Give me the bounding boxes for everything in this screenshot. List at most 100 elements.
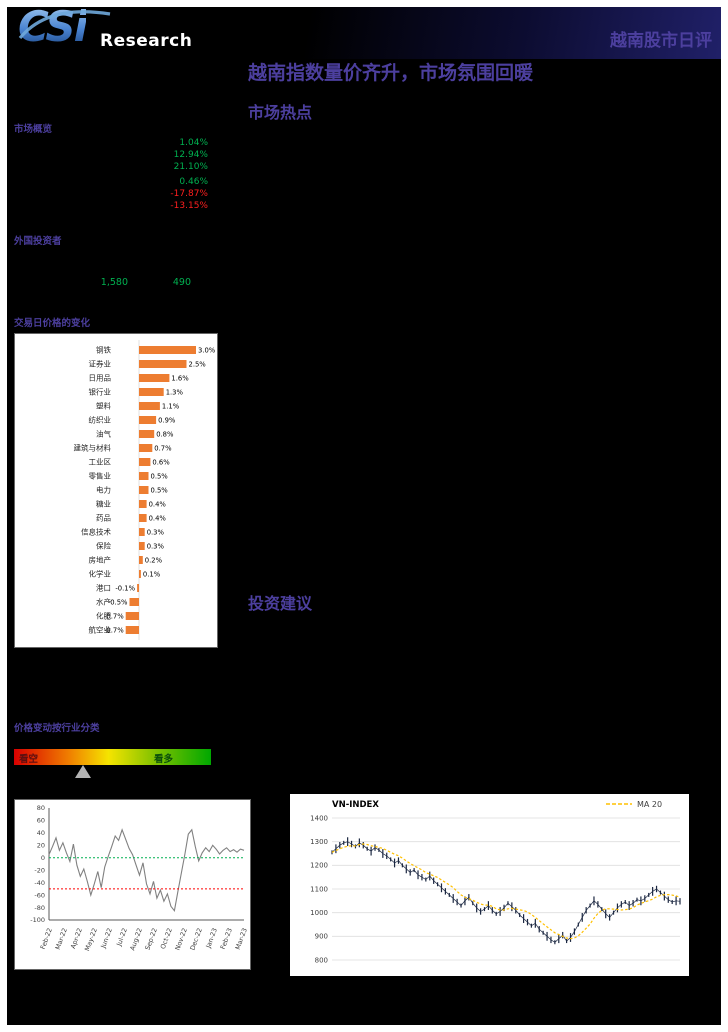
overview-value: 21.10% bbox=[173, 162, 208, 172]
svg-text:Mar-23: Mar-23 bbox=[234, 927, 249, 951]
svg-text:钢铁: 钢铁 bbox=[96, 345, 111, 355]
oscillator-chart: 80 60 40 20 0 -20 -40 -60 -80 -100 Feb-22 Mar-22 Apr… bbox=[30, 804, 249, 952]
svg-text:0.8%: 0.8% bbox=[156, 430, 174, 438]
sentiment-gauge: 看空 看多 bbox=[14, 749, 211, 765]
svg-text:Jul-22: Jul-22 bbox=[115, 927, 129, 948]
trading-day-price-label: 交易日价格的变化 bbox=[14, 318, 91, 329]
svg-text:0.6%: 0.6% bbox=[152, 458, 170, 466]
vn-index-chart: 1400 1300 1200 1100 1000 900 800 VN-INDEX MA 20 bbox=[310, 800, 681, 964]
svg-text:油气: 油气 bbox=[96, 429, 111, 439]
svg-text:0.9%: 0.9% bbox=[158, 416, 176, 424]
headline: 越南指数量价齐升，市场氛围回暖 bbox=[248, 62, 534, 84]
svg-text:银行业: 银行业 bbox=[89, 387, 112, 397]
svg-text:60: 60 bbox=[37, 817, 45, 825]
svg-text:1.3%: 1.3% bbox=[166, 388, 184, 396]
svg-text:20: 20 bbox=[37, 842, 45, 850]
svg-text:Jun-22: Jun-22 bbox=[99, 927, 114, 950]
svg-text:0.3%: 0.3% bbox=[147, 542, 165, 550]
svg-text:-60: -60 bbox=[34, 891, 45, 899]
market-overview-label: 市场概览 bbox=[14, 124, 53, 135]
svg-text:Aug-22: Aug-22 bbox=[128, 927, 143, 952]
svg-text:0.5%: 0.5% bbox=[151, 472, 169, 480]
gauge-bullish-label: 看多 bbox=[154, 754, 174, 765]
gauge-bearish-label: 看空 bbox=[19, 754, 39, 765]
svg-text:1.6%: 1.6% bbox=[171, 374, 189, 382]
svg-text:Dec-22: Dec-22 bbox=[188, 927, 203, 952]
svg-text:工业区: 工业区 bbox=[89, 457, 112, 467]
svg-text:0.5%: 0.5% bbox=[151, 486, 169, 494]
svg-text:0.4%: 0.4% bbox=[149, 500, 167, 508]
svg-text:证券业: 证券业 bbox=[89, 359, 112, 369]
foreign-sell-value: 490 bbox=[172, 277, 191, 288]
svg-text:-0.5%: -0.5% bbox=[108, 598, 128, 606]
overview-value: 1.04% bbox=[179, 138, 208, 148]
svg-text:900: 900 bbox=[315, 933, 328, 941]
svg-text:-0.7%: -0.7% bbox=[104, 612, 124, 620]
svg-text:Sep-22: Sep-22 bbox=[144, 927, 159, 951]
svg-text:3.0%: 3.0% bbox=[198, 346, 216, 354]
svg-text:电力: 电力 bbox=[96, 485, 111, 495]
svg-text:Nov-22: Nov-22 bbox=[173, 927, 188, 951]
svg-text:化学业: 化学业 bbox=[89, 569, 112, 579]
svg-text:-0.7%: -0.7% bbox=[104, 626, 124, 634]
svg-text:Jan-23: Jan-23 bbox=[204, 927, 219, 950]
svg-text:Feb-23: Feb-23 bbox=[219, 927, 234, 951]
report-title: 越南股市日评 bbox=[610, 31, 712, 51]
svg-text:0: 0 bbox=[41, 854, 45, 862]
header-band bbox=[7, 7, 721, 59]
svg-text:800: 800 bbox=[315, 956, 328, 964]
svg-text:MA 20: MA 20 bbox=[637, 800, 662, 809]
svg-text:Apr-22: Apr-22 bbox=[69, 927, 84, 950]
sector-bar-chart-panel: 钢铁 3.0% 证券业 2.5% 日用品 1.6% 银行业 1.3% 塑料 1.1% 纺织业 0.9%… bbox=[14, 333, 218, 648]
svg-text:房地产: 房地产 bbox=[89, 555, 112, 565]
overview-value: -17.87% bbox=[170, 189, 208, 199]
svg-text:1.1%: 1.1% bbox=[162, 402, 180, 410]
foreign-investor-label: 外国投资者 bbox=[14, 236, 62, 247]
svg-text:日用品: 日用品 bbox=[89, 374, 112, 383]
svg-text:-20: -20 bbox=[34, 866, 45, 874]
svg-text:保险: 保险 bbox=[96, 541, 111, 551]
svg-text:Mar-22: Mar-22 bbox=[54, 927, 69, 951]
overview-value: -13.15% bbox=[170, 201, 208, 211]
svg-text:-0.1%: -0.1% bbox=[115, 584, 135, 592]
svg-text:0.7%: 0.7% bbox=[154, 444, 172, 452]
svg-text:0.4%: 0.4% bbox=[149, 514, 167, 522]
market-overview-values: 1.04% 12.94% 21.10% 0.46% -17.87% -13.15… bbox=[120, 137, 208, 212]
svg-text:纺织业: 纺织业 bbox=[89, 415, 112, 425]
svg-text:Feb-22: Feb-22 bbox=[39, 927, 54, 951]
csi-logo: CSi Research bbox=[18, 2, 238, 58]
svg-text:药品: 药品 bbox=[96, 513, 111, 523]
svg-text:1400: 1400 bbox=[310, 814, 328, 822]
overview-value: 0.46% bbox=[179, 177, 208, 187]
vn-index-chart-panel: 1400 1300 1200 1100 1000 900 800 VN-INDEX MA 20 bbox=[290, 794, 689, 976]
svg-text:化肥: 化肥 bbox=[96, 611, 111, 621]
svg-text:VN-INDEX: VN-INDEX bbox=[332, 800, 379, 810]
csi-logo-subtext: Research bbox=[100, 31, 193, 51]
svg-text:Oct-22: Oct-22 bbox=[159, 927, 174, 950]
svg-text:-40: -40 bbox=[34, 879, 45, 887]
svg-text:0.1%: 0.1% bbox=[143, 570, 161, 578]
gauge-marker-icon bbox=[75, 765, 91, 778]
svg-text:0.2%: 0.2% bbox=[145, 556, 163, 564]
svg-text:0.3%: 0.3% bbox=[147, 528, 165, 536]
svg-text:80: 80 bbox=[37, 804, 45, 812]
foreign-buy-value: 1,580 bbox=[100, 277, 128, 288]
svg-text:2.5%: 2.5% bbox=[189, 360, 207, 368]
section-market-hotspot: 市场热点 bbox=[248, 103, 313, 122]
svg-text:港口: 港口 bbox=[96, 583, 111, 593]
svg-text:糖业: 糖业 bbox=[96, 499, 111, 509]
oscillator-chart-panel: 80 60 40 20 0 -20 -40 -60 -80 -100 Feb-22 Mar-22 Apr… bbox=[14, 799, 251, 970]
svg-text:零售业: 零售业 bbox=[89, 471, 112, 481]
svg-text:1200: 1200 bbox=[310, 862, 328, 870]
svg-text:1000: 1000 bbox=[310, 909, 328, 917]
svg-text:塑料: 塑料 bbox=[96, 401, 111, 411]
svg-text:-100: -100 bbox=[30, 916, 45, 924]
svg-text:May-22: May-22 bbox=[83, 927, 99, 952]
svg-text:-80: -80 bbox=[34, 904, 45, 912]
gauge-label: 价格变动按行业分类 bbox=[14, 723, 100, 734]
svg-text:40: 40 bbox=[37, 829, 45, 837]
sector-bar-chart: 钢铁 3.0% 证券业 2.5% 日用品 1.6% 银行业 1.3% 塑料 1.1% 纺织业 0.9%… bbox=[74, 340, 216, 640]
svg-text:水产: 水产 bbox=[96, 597, 111, 607]
svg-text:建筑与材料: 建筑与材料 bbox=[74, 443, 112, 453]
